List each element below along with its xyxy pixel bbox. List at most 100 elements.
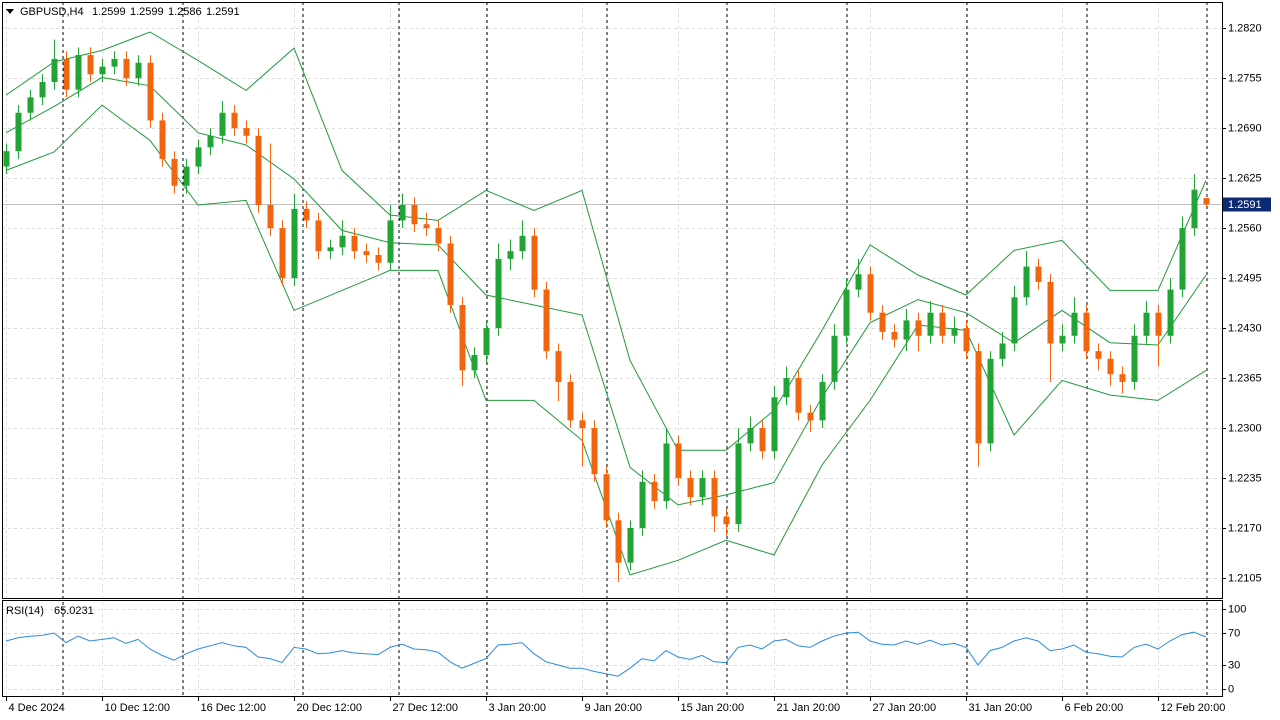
candle-body <box>663 443 670 502</box>
y-tick-label: 100 <box>1228 603 1246 615</box>
candle-body <box>159 120 166 159</box>
candle-body <box>375 255 382 263</box>
main-panel-frame <box>2 2 1223 599</box>
candle-body <box>555 351 562 382</box>
y-tick-label: 1.2365 <box>1228 372 1262 384</box>
candle-body <box>435 228 442 244</box>
candle-body <box>987 358 994 444</box>
chart-header: GBPUSD,H4 1.2599 1.2599 1.2586 1.2591 <box>20 6 240 18</box>
candle-body <box>603 474 610 521</box>
candle-body <box>39 81 46 98</box>
candle-body <box>363 251 370 256</box>
candle-body <box>279 228 286 279</box>
x-tick-label: 16 Dec 12:00 <box>201 702 266 714</box>
candle-body <box>183 166 190 186</box>
rsi-value: 65.0231 <box>54 605 94 617</box>
y-tick-label: 1.2170 <box>1228 522 1262 534</box>
candle-body <box>567 381 574 421</box>
bollinger-middle <box>5 76 1207 506</box>
rsi-line <box>5 631 1207 677</box>
candle-body <box>15 112 22 152</box>
candle-body <box>591 428 598 475</box>
candle-body <box>1179 228 1186 290</box>
candle-body <box>831 335 838 382</box>
candle-body <box>111 58 118 67</box>
candle-body <box>915 320 922 336</box>
y-tick-label: 1.2820 <box>1228 22 1262 34</box>
y-tick-label: 1.2235 <box>1228 472 1262 484</box>
bollinger-upper <box>5 31 1207 451</box>
candle-body <box>927 312 934 336</box>
candle-body <box>411 205 418 225</box>
candle-body <box>351 235 358 252</box>
candle-body <box>327 247 334 252</box>
candle-body <box>543 289 550 352</box>
candle-body <box>759 428 766 452</box>
current-price-box <box>1223 197 1271 212</box>
candle-body <box>27 97 34 113</box>
x-tick-label: 31 Jan 20:00 <box>969 702 1033 714</box>
candle-body <box>1107 358 1114 375</box>
x-tick-label: 27 Dec 12:00 <box>393 702 458 714</box>
candle-body <box>1035 266 1042 282</box>
candle-body <box>231 112 238 129</box>
candle-body <box>951 328 958 336</box>
candle-body <box>675 443 682 479</box>
candle-body <box>855 274 862 290</box>
x-tick-label: 10 Dec 12:00 <box>105 702 170 714</box>
candle-body <box>939 312 946 336</box>
candle-body <box>171 158 178 186</box>
y-tick-label: 0 <box>1228 683 1234 695</box>
candle-body <box>483 328 490 355</box>
candle-body <box>1047 281 1054 344</box>
candle-body <box>711 478 718 517</box>
candle-body <box>507 251 514 259</box>
candle-body <box>195 147 202 167</box>
y-tick-label: 1.2755 <box>1228 72 1262 84</box>
y-tick-label: 1.2300 <box>1228 422 1262 434</box>
candle-body <box>819 381 826 421</box>
candle-body <box>867 274 874 313</box>
candle-body <box>207 135 214 148</box>
candle-body <box>267 205 274 229</box>
candle-body <box>963 328 970 352</box>
rsi-title: RSI(14) <box>6 605 44 617</box>
candle-body <box>1023 266 1030 298</box>
menu-triangle[interactable] <box>6 9 14 14</box>
candle-body <box>1143 312 1150 336</box>
candle-body <box>51 58 58 82</box>
candle-body <box>531 235 538 290</box>
candle-body <box>1191 189 1198 229</box>
candle-body <box>771 397 778 452</box>
candle-body <box>699 478 706 498</box>
candle-body <box>1119 374 1126 382</box>
symbol: GBPUSD,H4 <box>20 6 84 18</box>
candle-body <box>339 235 346 248</box>
y-tick-label: 1.2690 <box>1228 122 1262 134</box>
candle-body <box>1167 289 1174 336</box>
y-tick-label: 1.2430 <box>1228 322 1262 334</box>
candle-body <box>723 516 730 525</box>
candle-body <box>3 151 10 167</box>
current-price-label: 1.2591 <box>1228 199 1262 211</box>
x-tick-label: 12 Feb 20:00 <box>1161 702 1226 714</box>
candle-body <box>1011 297 1018 344</box>
candle-body <box>735 443 742 525</box>
candle-body <box>87 55 94 75</box>
candle-body <box>423 224 430 229</box>
candle-body <box>495 258 502 329</box>
candle-body <box>651 481 658 502</box>
candle-body <box>459 304 466 371</box>
candle-body <box>75 55 82 90</box>
y-tick-label: 70 <box>1228 627 1240 639</box>
candle-body <box>1131 335 1138 382</box>
candle-body <box>639 481 646 529</box>
candle-body <box>627 528 634 563</box>
candle-body <box>291 208 298 279</box>
y-tick-label: 30 <box>1228 659 1240 671</box>
candle-body <box>783 378 790 398</box>
candle-body <box>975 351 982 444</box>
